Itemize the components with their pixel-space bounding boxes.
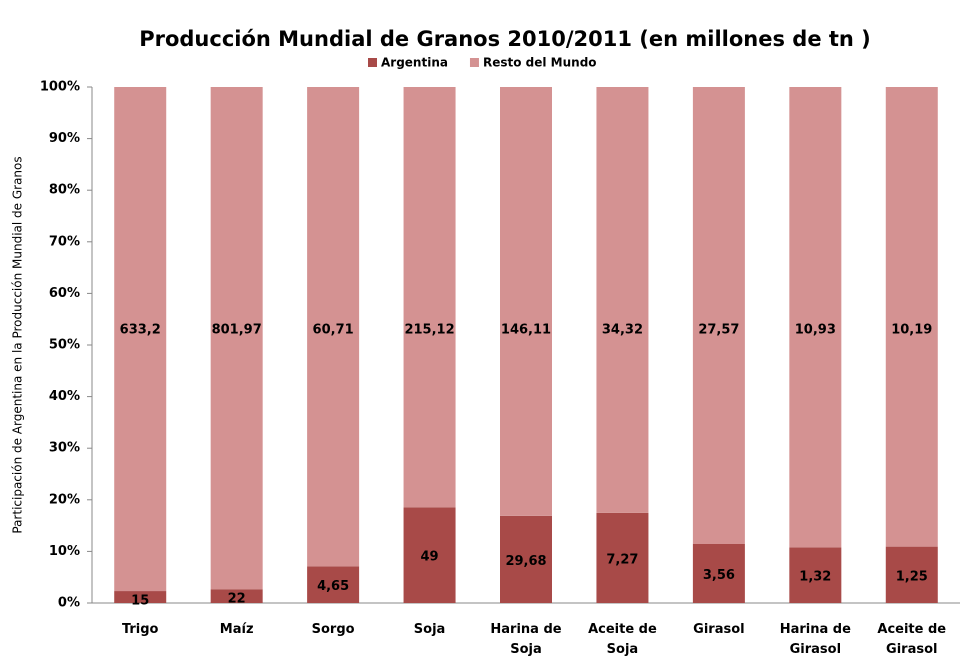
x-tick-label: Harina de Soja — [490, 622, 562, 657]
data-label: 15 — [131, 594, 149, 609]
bar-segment — [596, 512, 649, 603]
y-tick-label: 100% — [40, 80, 80, 95]
bar-segment — [789, 547, 842, 603]
data-label: 146,11 — [501, 323, 551, 338]
data-label: 7,27 — [606, 552, 638, 567]
y-tick-label: 90% — [49, 131, 80, 146]
data-label: 22 — [228, 592, 246, 607]
data-label: 10,19 — [891, 323, 932, 338]
bar-segment — [114, 591, 167, 603]
x-tick-label: Maíz — [219, 622, 254, 637]
x-tick-label: Harina de Girasol — [779, 622, 851, 657]
y-tick-label: 0% — [58, 596, 80, 611]
bar-segment — [500, 87, 552, 516]
data-label: 633,2 — [120, 323, 161, 338]
bar-segment — [210, 589, 263, 603]
data-label: 27,57 — [698, 323, 739, 338]
x-tick-label: Girasol — [693, 622, 745, 637]
data-label: 1,25 — [896, 569, 928, 584]
bar-segment — [114, 87, 167, 592]
x-tick-label: Aceite de Soja — [588, 622, 657, 657]
x-tick-label: Aceite de Girasol — [877, 622, 947, 657]
bar-segment — [403, 507, 456, 603]
data-label: 49 — [421, 550, 439, 565]
bar-segment — [789, 87, 842, 548]
legend-label: Resto del Mundo — [483, 56, 597, 70]
bar-segment — [885, 87, 938, 547]
y-axis-label: Participación de Argentina en la Producc… — [11, 156, 25, 533]
bar-segment — [692, 543, 745, 603]
data-label: 10,93 — [795, 323, 836, 338]
bar-segment — [885, 546, 938, 603]
y-tick-label: 50% — [49, 338, 80, 353]
bar-segment — [307, 87, 360, 567]
bar-segment — [307, 566, 360, 603]
data-label: 215,12 — [404, 323, 454, 338]
y-tick-label: 20% — [49, 492, 80, 507]
legend-swatch — [469, 58, 479, 67]
data-label: 4,65 — [317, 579, 349, 594]
y-tick-label: 30% — [49, 441, 80, 456]
data-label: 801,97 — [212, 323, 262, 338]
bar-segment — [210, 87, 263, 590]
data-label: 34,32 — [602, 323, 643, 338]
y-tick-label: 40% — [49, 389, 80, 404]
data-label: 60,71 — [313, 323, 354, 338]
legend-label: Argentina — [381, 56, 448, 70]
y-tick-label: 10% — [49, 544, 80, 559]
bar-segment — [500, 515, 552, 603]
y-tick-label: 60% — [49, 286, 80, 301]
bar-segment — [403, 87, 456, 508]
data-label: 1,32 — [799, 570, 831, 585]
x-tick-label: Trigo — [121, 622, 159, 637]
chart-title: Producción Mundial de Granos 2010/2011 (… — [139, 27, 871, 51]
legend-swatch — [368, 58, 377, 67]
data-label: 3,56 — [703, 568, 735, 583]
bar-segment — [692, 87, 745, 544]
x-tick-label: Sorgo — [311, 622, 355, 637]
data-label: 29,68 — [505, 554, 546, 569]
y-tick-label: 70% — [49, 234, 80, 249]
x-tick-label: Soja — [413, 622, 446, 637]
y-tick-label: 80% — [49, 183, 80, 198]
bar-segment — [596, 87, 649, 513]
